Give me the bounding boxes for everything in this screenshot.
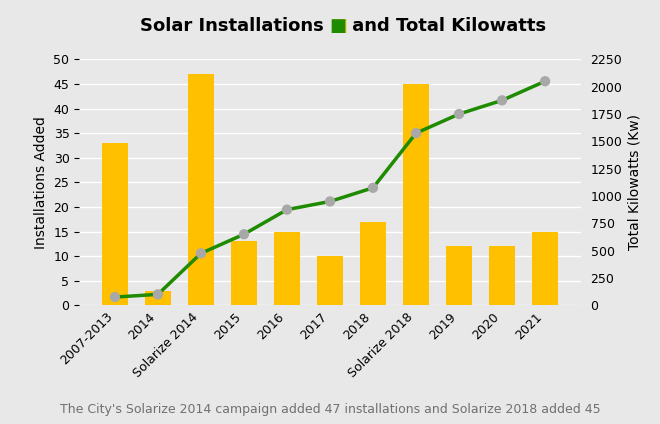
Point [454, 111, 465, 117]
Point [239, 231, 249, 237]
Point [152, 291, 163, 298]
Text: and Total Kilowatts: and Total Kilowatts [346, 17, 553, 35]
Point [411, 130, 421, 137]
Point [497, 97, 508, 104]
Point [282, 206, 292, 213]
Bar [403, 84, 429, 305]
Bar [532, 232, 558, 305]
Y-axis label: Total Kilowatts (Kw): Total Kilowatts (Kw) [628, 114, 642, 250]
Y-axis label: Installations Added: Installations Added [34, 116, 48, 249]
Text: ■: ■ [329, 17, 346, 35]
Bar [231, 241, 257, 305]
Text: Solar Installations: Solar Installations [140, 17, 330, 35]
Bar [145, 290, 171, 305]
Point [110, 294, 120, 301]
Point [540, 78, 550, 85]
Bar [102, 143, 128, 305]
Text: The City's Solarize 2014 campaign added 47 installations and Solarize 2018 added: The City's Solarize 2014 campaign added … [59, 402, 601, 416]
Bar [446, 246, 472, 305]
Bar [274, 232, 300, 305]
Bar [317, 256, 343, 305]
Bar [188, 74, 214, 305]
Bar [489, 246, 515, 305]
Text: ■: ■ [330, 17, 347, 35]
Bar [360, 222, 386, 305]
Point [368, 184, 378, 191]
Point [325, 198, 335, 205]
Point [195, 250, 206, 257]
